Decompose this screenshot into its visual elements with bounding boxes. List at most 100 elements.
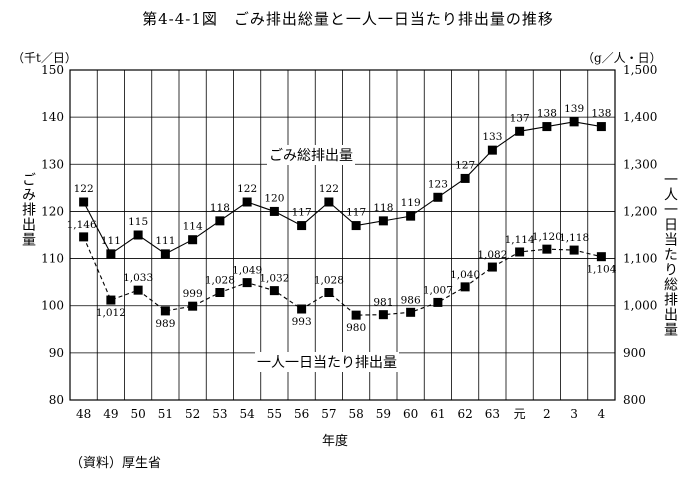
data-label-total: 111 [101, 235, 121, 247]
data-label-per-capita: 1,146 [67, 219, 97, 231]
data-point-total [351, 221, 361, 231]
series-label-per-capita: 一人一日当たり排出量 [255, 352, 399, 372]
data-label-per-capita: 993 [292, 316, 312, 328]
x-tick-label: 63 [485, 407, 500, 421]
x-tick-label: 60 [403, 407, 418, 421]
data-label-per-capita: 981 [373, 297, 393, 309]
x-tick-label: 56 [294, 407, 309, 421]
data-label-total: 122 [237, 183, 257, 195]
left-axis-tick-label: 90 [49, 346, 64, 360]
data-label-total: 114 [183, 221, 203, 233]
data-label-total: 122 [74, 183, 94, 195]
data-point-total [460, 173, 470, 183]
data-label-total: 120 [264, 192, 284, 204]
left-axis-tick-label: 100 [41, 299, 64, 313]
data-label-total: 127 [455, 159, 475, 171]
data-point-per-capita [215, 288, 225, 298]
data-label-total: 119 [401, 197, 421, 209]
right-axis-tick-label: 1,200 [623, 204, 657, 218]
data-point-total [188, 235, 198, 245]
left-axis-tick-label: 80 [49, 393, 64, 407]
data-label-per-capita: 1,082 [477, 249, 507, 261]
data-label-per-capita: 980 [346, 322, 366, 334]
data-point-total [433, 192, 443, 202]
data-point-per-capita [406, 307, 416, 317]
data-label-per-capita: 1,104 [586, 264, 616, 276]
data-point-per-capita [269, 286, 279, 296]
x-tick-label: 48 [76, 407, 91, 421]
left-axis-tick-label: 150 [41, 63, 64, 77]
data-label-total: 137 [510, 112, 530, 124]
x-axis-label: 年度 [322, 434, 349, 449]
data-label-per-capita: 989 [155, 318, 175, 330]
data-label-total: 118 [373, 202, 393, 214]
left-axis-tick-label: 130 [41, 157, 64, 171]
left-axis-tick-label: 140 [41, 110, 64, 124]
x-tick-label: 元 [514, 407, 526, 421]
right-axis-tick-label: 800 [623, 393, 646, 407]
data-point-total [79, 197, 89, 207]
right-axis-tick-label: 1,300 [623, 157, 657, 171]
data-label-per-capita: 1,012 [96, 307, 126, 319]
data-label-total: 139 [564, 103, 584, 115]
left-axis-tick-label: 120 [41, 204, 64, 218]
data-label-per-capita: 999 [183, 288, 203, 300]
data-point-total [324, 197, 334, 207]
x-tick-label: 53 [212, 407, 227, 421]
data-point-total [215, 216, 225, 226]
data-point-per-capita [160, 306, 170, 316]
data-label-total: 117 [346, 207, 366, 219]
x-tick-label: 3 [570, 407, 578, 421]
data-point-per-capita [487, 262, 497, 272]
data-point-total [297, 221, 307, 231]
data-label-per-capita: 1,007 [423, 284, 453, 296]
data-point-per-capita [324, 288, 334, 298]
data-label-per-capita: 1,114 [505, 234, 535, 246]
data-point-total [406, 211, 416, 221]
x-tick-label: 61 [430, 407, 445, 421]
chart-title: 第4-4-1図 ごみ排出総量と一人一日当たり排出量の推移 [142, 10, 554, 28]
data-label-per-capita: 1,028 [205, 275, 235, 287]
x-tick-label: 55 [267, 407, 282, 421]
left-axis-label: ごみ排出量 [20, 172, 36, 247]
series-line-total [83, 121, 602, 255]
data-label-per-capita: 986 [401, 294, 421, 306]
data-label-per-capita: 1,028 [314, 275, 344, 287]
series-line-per-capita [83, 236, 602, 316]
data-point-per-capita [106, 295, 116, 305]
series-label-total: ごみ総排出量 [267, 145, 355, 165]
right-axis-tick-label: 1,400 [623, 110, 657, 124]
data-label-total: 118 [210, 202, 230, 214]
data-label-total: 138 [537, 108, 557, 120]
data-point-per-capita [351, 310, 361, 320]
data-point-per-capita [515, 247, 525, 257]
x-tick-label: 62 [457, 407, 472, 421]
data-point-per-capita [242, 278, 252, 288]
data-label-total: 138 [591, 108, 611, 120]
data-point-total [515, 126, 525, 136]
x-tick-label: 51 [158, 407, 173, 421]
right-axis-tick-label: 1,100 [623, 252, 657, 266]
x-tick-label: 59 [376, 407, 391, 421]
data-point-total [269, 206, 279, 216]
data-point-total [569, 117, 579, 127]
data-point-per-capita [79, 232, 89, 242]
data-point-total [133, 230, 143, 240]
data-label-per-capita: 1,049 [232, 265, 262, 277]
x-tick-label: 50 [130, 407, 145, 421]
data-label-total: 133 [482, 131, 502, 143]
data-label-per-capita: 1,040 [450, 269, 480, 281]
right-axis-label: 一人一日当たり総排出量 [662, 172, 678, 337]
x-tick-label: 49 [103, 407, 118, 421]
data-point-total [487, 145, 497, 155]
source-note: （資料）厚生省 [70, 456, 162, 471]
x-tick-label: 4 [598, 407, 606, 421]
data-point-per-capita [596, 252, 606, 262]
data-point-per-capita [542, 244, 552, 254]
data-label-total: 117 [292, 207, 312, 219]
data-label-per-capita: 1,118 [559, 232, 589, 244]
data-point-total [378, 216, 388, 226]
data-point-per-capita [188, 301, 198, 311]
data-point-total [106, 249, 116, 259]
